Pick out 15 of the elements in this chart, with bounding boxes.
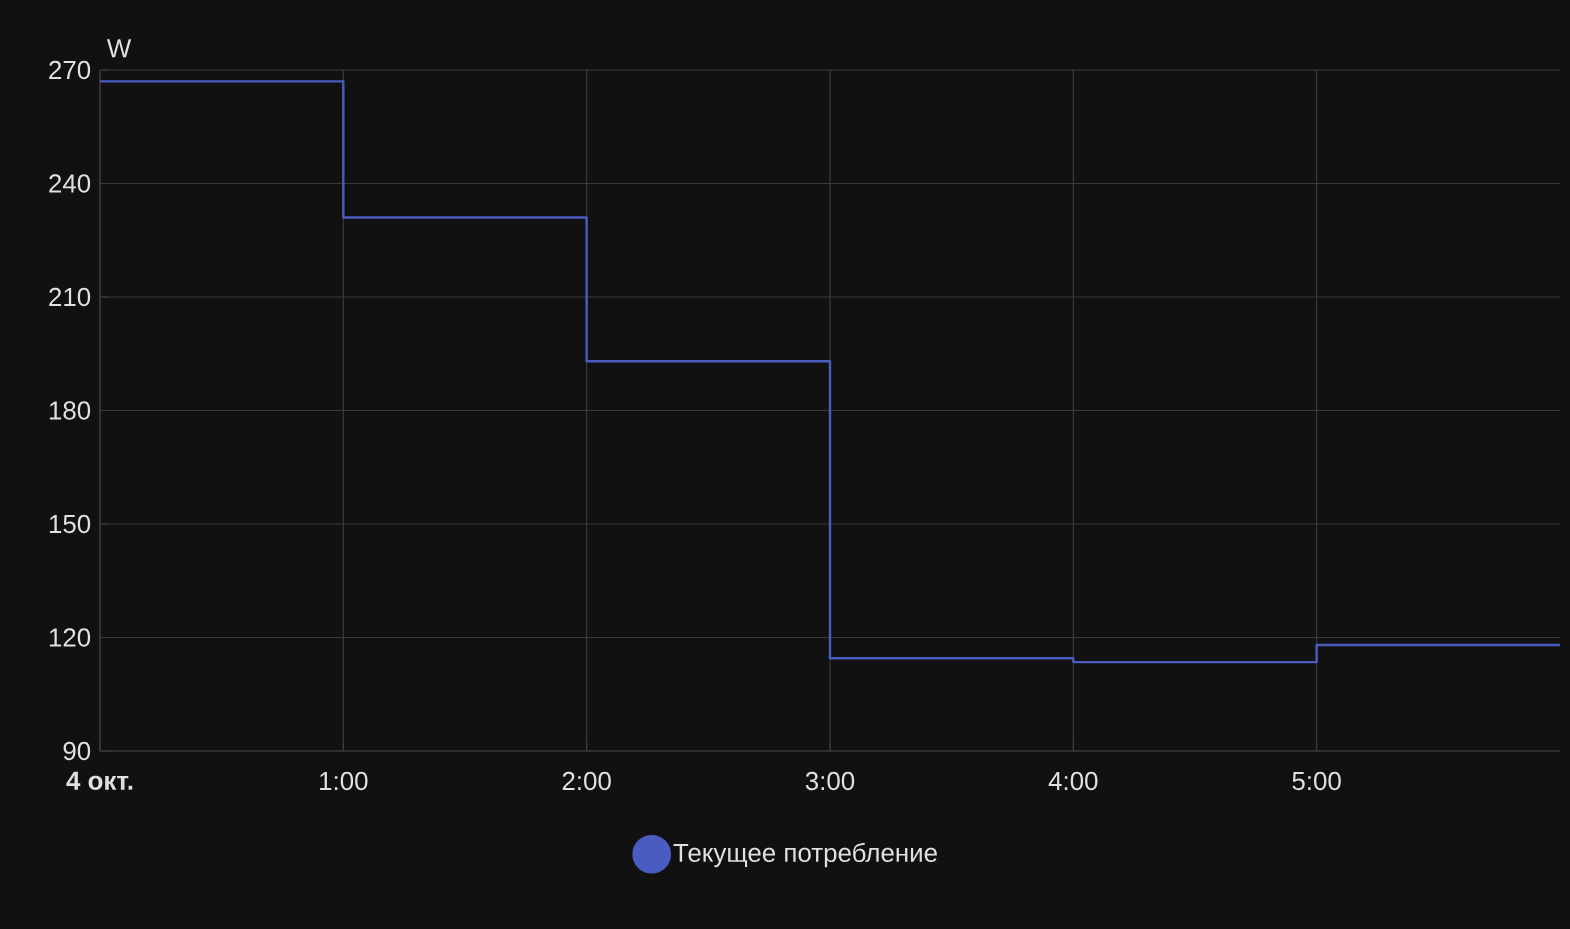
x-tick-label: 5:00 — [1292, 771, 1341, 791]
y-tick-label: 270 — [49, 60, 91, 80]
y-tick-label: 210 — [49, 287, 91, 307]
x-tick-label: 2:00 — [562, 771, 611, 791]
x-tick-label: 3:00 — [805, 771, 855, 791]
y-tick-label: 150 — [49, 514, 91, 534]
y-tick-label: 120 — [49, 628, 91, 647]
y-axis-title: W — [106, 39, 132, 58]
y-tick-label: 240 — [49, 174, 91, 193]
x-tick-label: 4:00 — [1048, 771, 1098, 791]
y-tick-label: 180 — [49, 401, 91, 420]
x-tick-label: 1:00 — [320, 771, 368, 791]
y-tick-label: 90 — [63, 741, 91, 761]
x-tick-label: 4 окт. — [66, 771, 133, 790]
legend-label: Текущее потребление — [673, 842, 937, 868]
